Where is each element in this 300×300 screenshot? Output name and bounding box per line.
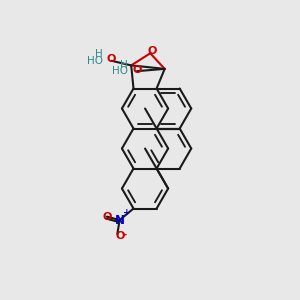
Text: O: O: [147, 46, 156, 56]
Text: H: H: [95, 49, 103, 59]
Text: H: H: [121, 60, 128, 70]
Text: O: O: [107, 54, 116, 64]
Text: N: N: [115, 214, 124, 226]
Text: O: O: [102, 212, 112, 222]
Text: -: -: [123, 230, 127, 239]
Text: +: +: [123, 208, 131, 217]
Text: HO: HO: [87, 56, 103, 66]
Text: HO: HO: [112, 66, 128, 76]
Text: O: O: [132, 65, 142, 75]
Text: O: O: [115, 231, 124, 241]
